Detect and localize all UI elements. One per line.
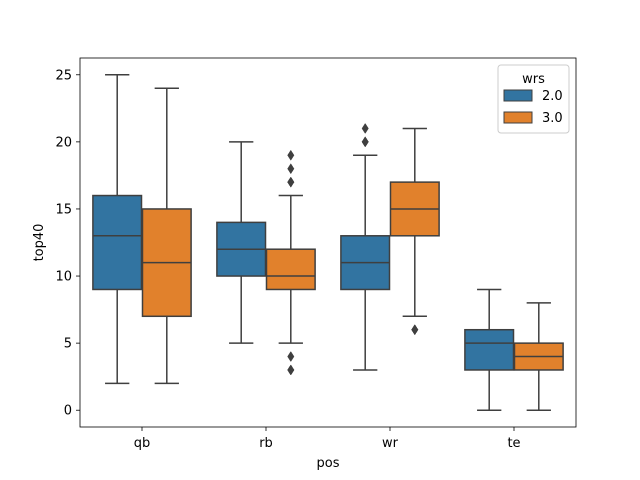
y-tick-label: 20 [55,135,72,150]
box-wr-3-0 [389,127,440,336]
legend-title: wrs [522,72,545,87]
x-tick-label-qb: qb [134,436,151,451]
outlier-point [287,176,295,188]
x-axis-label: pos [317,456,340,471]
outlier-point [287,364,295,376]
outlier-point [361,122,369,134]
y-tick-label: 25 [55,68,72,83]
legend-swatch-3-0 [503,111,533,124]
outlier-point [361,136,369,148]
y-axis-label: top40 [32,224,47,262]
plot-area [92,74,564,411]
x-tick-label-te: te [507,436,520,451]
box-rb-2-0 [216,141,267,344]
iqr-box [464,328,515,371]
axes-frame [79,57,577,428]
x-axis: qb rb wr te [134,427,521,451]
box-qb-2-0 [92,74,143,385]
outlier-point [287,351,295,363]
x-tick-label-rb: rb [259,436,273,451]
legend-label-3-0: 3.0 [542,111,563,126]
outlier-point [411,324,419,336]
y-tick-label: 0 [64,404,72,419]
box-rb-3-0 [265,149,316,376]
legend-swatch-2-0 [503,89,533,102]
box-te-3-0 [513,302,564,411]
y-tick-label: 15 [55,202,72,217]
legend-label-2-0: 2.0 [542,89,563,104]
outlier-point [287,163,295,175]
legend: wrs 2.0 3.0 [497,64,570,134]
iqr-box [92,194,143,291]
iqr-box [265,248,316,291]
x-tick-label-wr: wr [382,436,399,451]
y-tick-label: 5 [64,337,72,352]
box-te-2-0 [464,288,515,411]
box-wr-2-0 [340,122,391,371]
box-qb-3-0 [141,87,192,385]
y-tick-label: 10 [55,270,72,285]
y-axis: 0 5 10 15 20 25 [55,68,80,419]
outlier-point [287,149,295,161]
